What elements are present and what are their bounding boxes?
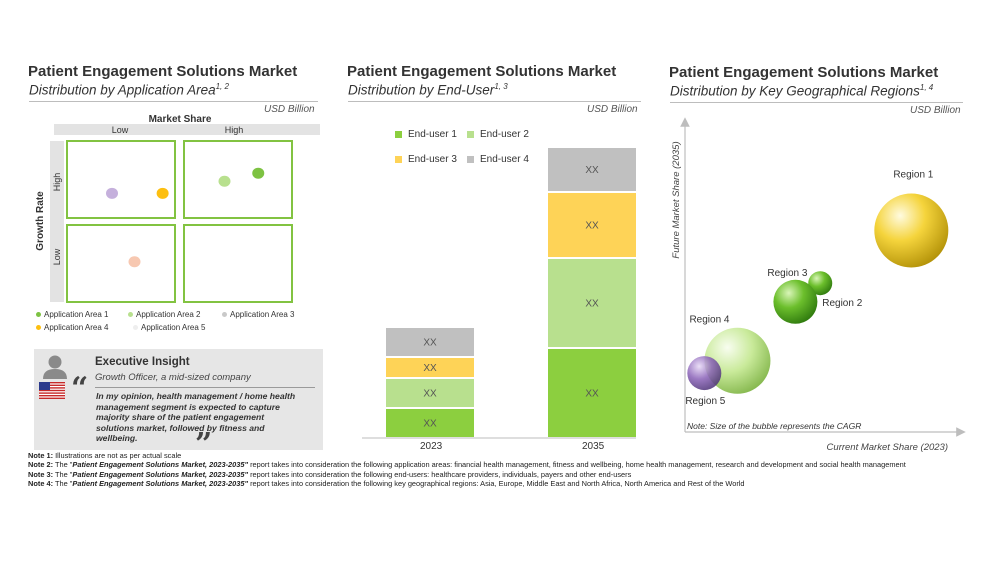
note-1: Note 1: Illustrations are not as per act…: [28, 451, 182, 460]
bubble-region-5: [687, 356, 722, 391]
bar-label-2023-end-user-2: XX: [423, 389, 437, 400]
legend-dot-icon: [36, 312, 41, 317]
legend-application-area-3: Application Area 3: [222, 310, 295, 319]
note-2: Note 2: The "Patient Engagement Solution…: [28, 460, 906, 470]
matrix-point-application-area-2: [218, 175, 231, 187]
quadrant-low-high: [66, 140, 176, 219]
bar-label-2035-end-user-2: XX: [585, 299, 599, 310]
bar-2035-end-user-4: [548, 148, 636, 191]
bar-2035-end-user-3: [548, 193, 636, 257]
bubble-x-title: Current Market Share (2023): [827, 442, 948, 453]
bar-label-2035-end-user-4: XX: [585, 165, 599, 176]
end-user-bar-chart: XX XX XX XX XX XX XX XX: [362, 148, 636, 439]
bubble-region-1: [874, 193, 949, 268]
legend-dot-icon: [36, 325, 41, 330]
panel3-subtitle: Distribution by Key Geographical Regions…: [670, 83, 934, 99]
quadrant-low-low: [66, 224, 176, 303]
bar-2035-end-user-2: [548, 259, 636, 347]
matrix-x-low: Low: [112, 125, 129, 135]
bubble-label-region-4: Region 4: [689, 315, 729, 326]
legend-square-icon: [467, 131, 474, 138]
bubble-region-3: [773, 279, 818, 324]
matrix-x-title: Market Share: [149, 114, 212, 125]
panel1-subtitle: Distribution by Application Area1, 2: [29, 82, 229, 98]
matrix-y-title: Growth Rate: [35, 191, 46, 251]
bar-label-2023-end-user-4: XX: [423, 338, 437, 349]
matrix-y-low: Low: [52, 248, 62, 265]
legend-square-icon: [395, 131, 402, 138]
application-area-matrix: Market Share Low High Growth Rate High L…: [35, 114, 320, 303]
footnotes: Note 1: Illustrations are not as per act…: [28, 451, 958, 488]
bar-label-2035-end-user-3: XX: [585, 221, 599, 232]
bar-label-2035-end-user-1: XX: [585, 389, 599, 400]
bubble-label-region-5: Region 5: [685, 396, 725, 407]
bar-2035-end-user-1: [548, 349, 636, 437]
legend-dot-icon: [128, 312, 133, 317]
panel3-title: Patient Engagement Solutions Market: [669, 64, 939, 81]
legend-end-user-4: End-user 4: [467, 154, 529, 165]
bar-category-2023: 2023: [420, 441, 443, 452]
legend-dot-icon: [133, 325, 138, 330]
quadrant-high-low: [183, 224, 293, 303]
matrix-point-application-area-1: [252, 167, 265, 179]
bar-2023-end-user-2: [386, 379, 474, 407]
legend-end-user-1: End-user 1: [395, 129, 457, 140]
matrix-point-application-area-3: [106, 187, 118, 199]
bubble-y-title: Future Market Share (2035): [671, 141, 682, 258]
bar-2023-end-user-4: [386, 328, 474, 356]
matrix-point-application-area-5: [128, 256, 141, 268]
panel2-subtitle: Distribution by End-User1, 3: [348, 82, 508, 98]
matrix-x-band: [54, 124, 320, 135]
bubble-region-4: [704, 327, 771, 394]
panel1-unit: USD Billion: [264, 104, 315, 115]
legend-end-user-3: End-user 3: [395, 154, 457, 165]
legend-square-icon: [395, 156, 402, 163]
bar-label-2023-end-user-1: XX: [423, 419, 437, 430]
bubble-label-region-2: Region 2: [822, 298, 862, 309]
legend-application-area-4: Application Area 4: [36, 323, 109, 332]
person-icon: [43, 355, 67, 379]
us-flag-icon: [39, 382, 65, 399]
matrix-point-application-area-4: [156, 187, 169, 199]
open-quote-icon: “: [71, 371, 89, 406]
note-4: Note 4: The "Patient Engagement Solution…: [28, 478, 745, 488]
legend-application-area-1: Application Area 1: [36, 310, 109, 319]
legend-dot-icon: [222, 312, 227, 317]
bar-2023-end-user-1: [386, 409, 474, 437]
legend-end-user-2: End-user 2: [467, 129, 529, 140]
insight-divider: [95, 387, 315, 388]
quadrant-high-high: [183, 140, 293, 219]
bar-label-2023-end-user-3: XX: [423, 363, 437, 374]
legend-application-area-5: Application Area 5: [133, 323, 206, 332]
panel3-rule: [670, 102, 963, 103]
bubble-size-note: Note: Size of the bubble represents the …: [687, 421, 861, 431]
bubble-label-region-1: Region 1: [893, 170, 933, 181]
matrix-x-high: High: [225, 125, 244, 135]
matrix-y-high: High: [52, 173, 62, 192]
bubble-label-region-3: Region 3: [767, 268, 807, 279]
region-bubble-chart: Future Market Share (2035) Current Marke…: [671, 117, 966, 453]
insight-quote: In my opinion, health management / home …: [96, 391, 296, 444]
bar-2023-end-user-3: [386, 358, 474, 377]
legend-application-area-2: Application Area 2: [128, 310, 201, 319]
note-3: Note 3: The "Patient Engagement Solution…: [28, 469, 632, 479]
panel2-title: Patient Engagement Solutions Market: [347, 63, 617, 80]
legend-square-icon: [467, 156, 474, 163]
bar-category-2035: 2035: [582, 441, 605, 452]
executive-insight-box: Executive Insight Growth Officer, a mid-…: [34, 349, 323, 462]
close-quote-icon: ”: [195, 427, 213, 462]
matrix-y-band: [50, 141, 64, 302]
panel3-unit: USD Billion: [910, 105, 961, 116]
bubble-region-2: [808, 271, 833, 296]
panel1-rule: [29, 101, 318, 102]
panel2-unit: USD Billion: [587, 104, 638, 115]
insight-heading: Executive Insight: [95, 356, 190, 368]
panel1-title: Patient Engagement Solutions Market: [28, 63, 298, 80]
panel2-rule: [348, 101, 641, 102]
insight-author: Growth Officer, a mid-sized company: [95, 372, 251, 383]
